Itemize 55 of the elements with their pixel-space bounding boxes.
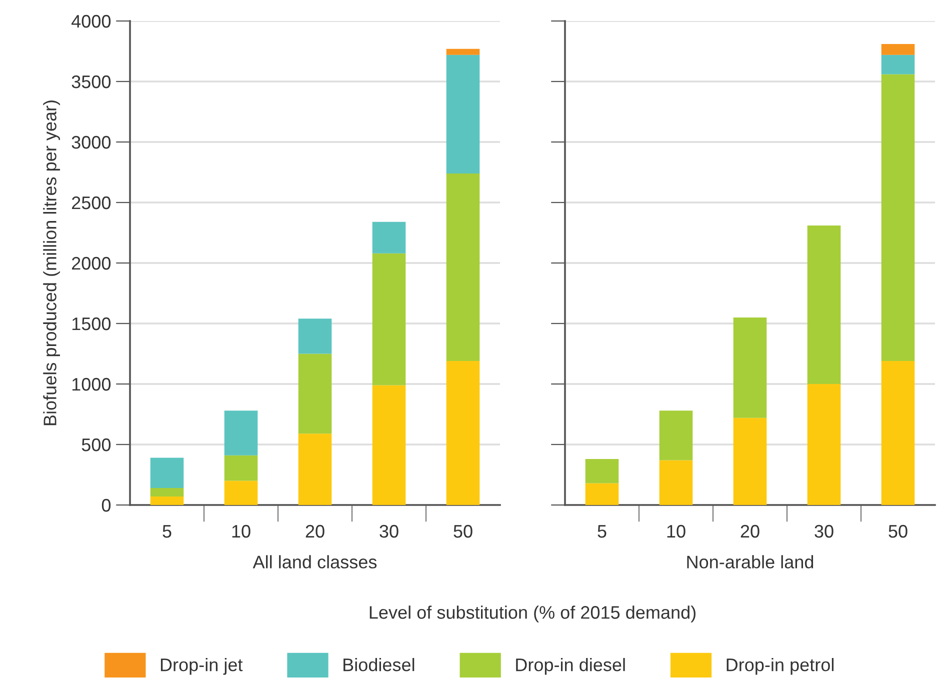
x-tick-label: 10 [667,524,686,538]
bar [224,455,258,481]
bar [224,410,258,456]
y-tick-label: 1000 [72,378,111,391]
y-tick-label: 2000 [72,256,111,270]
x-tick-label: 5 [162,525,172,538]
bar [372,385,406,505]
bar [446,173,480,362]
bar [446,54,480,174]
x-axis-title: All land classes [252,555,377,568]
bar [446,361,480,505]
bar [372,222,406,254]
x-tick-label: 10 [232,524,250,538]
bar [659,410,693,460]
legend-label: Biodiesel [344,658,414,672]
bar [150,458,184,488]
x-tick-label: 20 [306,524,324,538]
bar [585,459,619,484]
x-axis-title: Non-arable land [687,555,814,568]
y-tick-label: 3500 [72,75,111,88]
legend-label: Drop-in petrol [726,658,834,675]
bar [881,361,915,505]
bar [807,384,841,505]
y-tick-label: 4000 [72,14,111,28]
x-tick-label: 50 [888,524,908,538]
x-tick-label: 50 [454,524,472,538]
bar [807,225,841,384]
bar [446,48,480,55]
bar [150,488,184,497]
y-tick-label: 500 [82,438,111,452]
bar [298,354,332,434]
bar [733,418,767,505]
bar [659,460,693,505]
bar [881,44,915,55]
bar [733,317,767,418]
x-tick-label: 30 [380,524,398,538]
bar [298,318,332,354]
y-tick-label: 3000 [72,136,111,149]
y-axis-title: Biofuels produced (million litres per year) [43,100,60,426]
bar [298,434,332,505]
bar [372,253,406,386]
bar [150,496,184,505]
bar [881,54,915,74]
bar [224,480,258,505]
legend-label: Drop-in jet [160,658,243,675]
y-tick-label: 1500 [72,317,111,330]
y-tick-label: 0 [102,498,111,512]
text: Level of substitution (% of 2015 demand) [370,606,696,622]
x-tick-label: 30 [814,524,834,538]
bar [585,483,619,505]
x-tick-label: 5 [598,525,606,538]
bar [881,74,915,362]
y-tick-label: 2500 [72,196,111,210]
x-tick-label: 20 [740,524,760,538]
legend-label: Drop-in diesel [516,658,625,675]
